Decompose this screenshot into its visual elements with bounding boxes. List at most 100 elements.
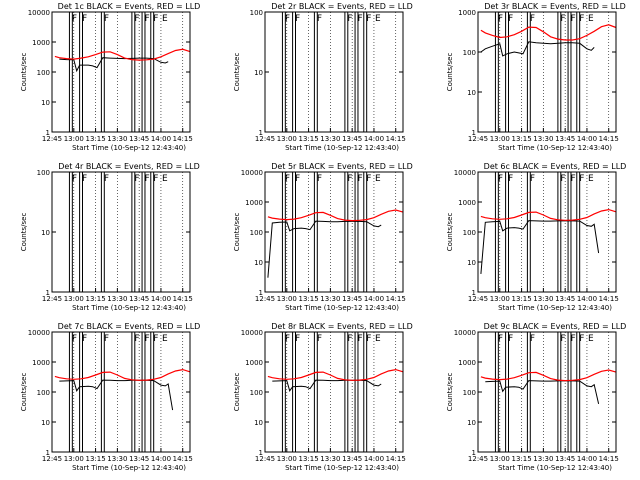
y-axis-label: Counts/sec bbox=[233, 53, 241, 92]
x-tick-label: 13:15 bbox=[511, 455, 531, 463]
events-series-line bbox=[267, 220, 382, 278]
flag-label: F bbox=[72, 14, 77, 24]
flag-label: F bbox=[145, 334, 150, 344]
x-tick-label: 14:15 bbox=[599, 455, 619, 463]
y-tick-label: 1 bbox=[46, 289, 50, 297]
x-axis-label: Start Time (10-Sep-12 12:43:40) bbox=[72, 144, 186, 152]
flag-label: F bbox=[285, 174, 290, 184]
flag-label: E bbox=[588, 174, 594, 184]
x-tick-label: 12:45 bbox=[42, 135, 62, 143]
y-tick-label: 1 bbox=[46, 449, 50, 457]
flag-label: F bbox=[72, 334, 77, 344]
flag-label: F bbox=[366, 334, 371, 344]
flag-label: E bbox=[375, 174, 381, 184]
x-tick-label: 14:00 bbox=[577, 135, 597, 143]
x-tick-label: 13:15 bbox=[511, 135, 531, 143]
flag-label: F bbox=[498, 174, 503, 184]
x-tick-label: 13:45 bbox=[555, 135, 575, 143]
flag-label: F bbox=[508, 334, 513, 344]
flag-label: F bbox=[317, 334, 322, 344]
flag-label: F bbox=[579, 174, 584, 184]
x-tick-label: 13:30 bbox=[320, 295, 340, 303]
x-tick-label: 14:00 bbox=[151, 295, 171, 303]
y-tick-label: 10000 bbox=[28, 329, 50, 337]
x-tick-label: 13:45 bbox=[342, 455, 362, 463]
plot-title: Det 4r BLACK = Events, RED = LLD bbox=[58, 162, 200, 171]
y-tick-label: 100 bbox=[463, 229, 476, 237]
x-tick-label: 13:15 bbox=[298, 295, 318, 303]
x-axis-label: Start Time (10-Sep-12 12:43:40) bbox=[498, 304, 612, 312]
y-tick-label: 10 bbox=[254, 69, 263, 77]
y-tick-label: 10 bbox=[41, 419, 50, 427]
x-axis-label: Start Time (10-Sep-12 12:43:40) bbox=[72, 304, 186, 312]
lld-series-line bbox=[267, 368, 404, 381]
x-tick-label: 12:45 bbox=[255, 135, 275, 143]
y-axis-label: Counts/sec bbox=[233, 373, 241, 412]
flag-label: F bbox=[498, 334, 503, 344]
y-tick-label: 10000 bbox=[241, 169, 263, 177]
y-tick-label: 100 bbox=[37, 389, 50, 397]
y-tick-label: 1000 bbox=[245, 199, 263, 207]
flag-label: F bbox=[508, 174, 513, 184]
flag-label: F bbox=[317, 174, 322, 184]
x-tick-label: 14:00 bbox=[577, 455, 597, 463]
x-tick-label: 14:15 bbox=[599, 135, 619, 143]
x-tick-label: 14:00 bbox=[577, 295, 597, 303]
y-tick-label: 1 bbox=[259, 129, 263, 137]
flag-label: F bbox=[145, 14, 150, 24]
x-axis-label: Start Time (10-Sep-12 12:43:40) bbox=[498, 464, 612, 472]
x-tick-label: 13:00 bbox=[277, 455, 297, 463]
flag-label: F bbox=[347, 174, 352, 184]
y-axis-label: Counts/sec bbox=[233, 213, 241, 252]
y-tick-label: 10 bbox=[467, 259, 476, 267]
flag-label: E bbox=[588, 14, 594, 24]
x-tick-label: 13:00 bbox=[277, 135, 297, 143]
flag-label: F bbox=[571, 174, 576, 184]
flag-label: F bbox=[366, 14, 371, 24]
plot-title: Det 7c BLACK = Events, RED = LLD bbox=[58, 322, 201, 331]
x-axis-label: Start Time (10-Sep-12 12:43:40) bbox=[72, 464, 186, 472]
flag-label: F bbox=[560, 174, 565, 184]
x-tick-label: 12:45 bbox=[468, 295, 488, 303]
flag-label: F bbox=[530, 334, 535, 344]
x-tick-label: 14:00 bbox=[364, 295, 384, 303]
x-tick-label: 13:00 bbox=[277, 295, 297, 303]
y-axis-label: Counts/sec bbox=[20, 213, 28, 252]
flag-label: F bbox=[153, 174, 158, 184]
y-axis-label: Counts/sec bbox=[446, 213, 454, 252]
flag-label: F bbox=[347, 334, 352, 344]
flag-label: F bbox=[82, 334, 87, 344]
flag-label: E bbox=[162, 174, 168, 184]
x-tick-label: 13:15 bbox=[85, 455, 105, 463]
y-tick-label: 1000 bbox=[458, 199, 476, 207]
x-tick-label: 13:00 bbox=[490, 455, 510, 463]
flag-label: F bbox=[571, 334, 576, 344]
flag-label: F bbox=[295, 14, 300, 24]
x-tick-label: 13:15 bbox=[85, 295, 105, 303]
x-tick-label: 13:15 bbox=[298, 135, 318, 143]
plot-title: Det 6c BLACK = Events, RED = LLD bbox=[484, 162, 627, 171]
x-tick-label: 13:30 bbox=[533, 295, 553, 303]
x-tick-label: 12:45 bbox=[468, 135, 488, 143]
flag-label: F bbox=[508, 14, 513, 24]
flag-label: F bbox=[153, 334, 158, 344]
events-series-line bbox=[480, 41, 595, 57]
flag-label: F bbox=[145, 174, 150, 184]
y-tick-label: 1 bbox=[472, 129, 476, 137]
x-tick-label: 13:45 bbox=[129, 135, 149, 143]
flag-label: E bbox=[162, 334, 168, 344]
plot-frame bbox=[477, 11, 617, 133]
y-tick-label: 1000 bbox=[32, 359, 50, 367]
y-tick-label: 1 bbox=[472, 289, 476, 297]
flag-label: F bbox=[104, 334, 109, 344]
flag-label: F bbox=[571, 14, 576, 24]
y-tick-label: 10000 bbox=[454, 169, 476, 177]
x-tick-label: 12:45 bbox=[255, 455, 275, 463]
flag-label: F bbox=[82, 174, 87, 184]
y-tick-label: 100 bbox=[250, 229, 263, 237]
y-tick-label: 1000 bbox=[458, 359, 476, 367]
